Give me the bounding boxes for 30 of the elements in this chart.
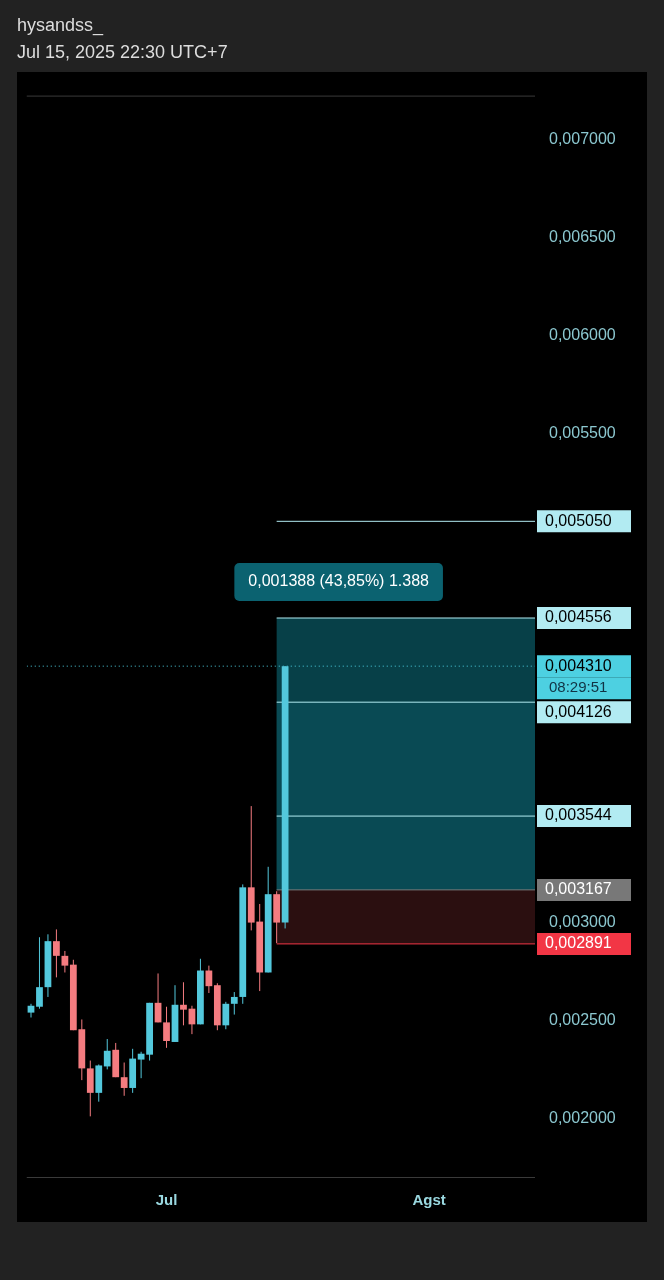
text: 08:29:51 — [549, 678, 608, 696]
y-tick-label: 0,002500 — [549, 1010, 616, 1028]
annotation: 0,001388 (43,85%) 1.388 — [248, 572, 430, 590]
chart-title: hysandss_ — [17, 14, 105, 38]
ref-line-label: 0,004310 — [545, 656, 612, 674]
candlestick — [103, 1038, 111, 1070]
candlestick — [163, 1006, 170, 1049]
ref-line-label: 0,005050 — [545, 511, 612, 529]
candlestick — [120, 1062, 128, 1097]
y-tick-label: 0,006500 — [549, 227, 616, 245]
x-tick-label: Jul — [155, 1191, 178, 1209]
y-tick-label: 0,003000 — [549, 912, 616, 930]
x-tick-label: Agst — [412, 1191, 446, 1209]
chart-subtitle: Jul 15, 2025 22:30 UTC+7 — [17, 41, 228, 64]
candlestick — [180, 981, 187, 1026]
candlestick — [61, 950, 69, 973]
y-tick-label: 0,005500 — [549, 423, 616, 441]
candlestick — [53, 928, 60, 978]
ref-line-label: 0,003544 — [545, 806, 612, 824]
ref-line-label: 0,004126 — [545, 702, 612, 720]
candlestick — [205, 965, 213, 994]
ref-line-label: 0,004556 — [545, 608, 612, 626]
candlestick — [230, 991, 238, 1016]
ref-line-label: 0,002891 — [545, 934, 612, 952]
candlestick — [36, 936, 43, 1010]
y-tick-label: 0,002000 — [549, 1108, 616, 1126]
y-tick-label: 0,007000 — [549, 130, 616, 148]
y-tick-label: 0,006000 — [549, 325, 616, 343]
ref-line-label: 0,003167 — [545, 880, 612, 898]
candlestick — [222, 1001, 230, 1030]
